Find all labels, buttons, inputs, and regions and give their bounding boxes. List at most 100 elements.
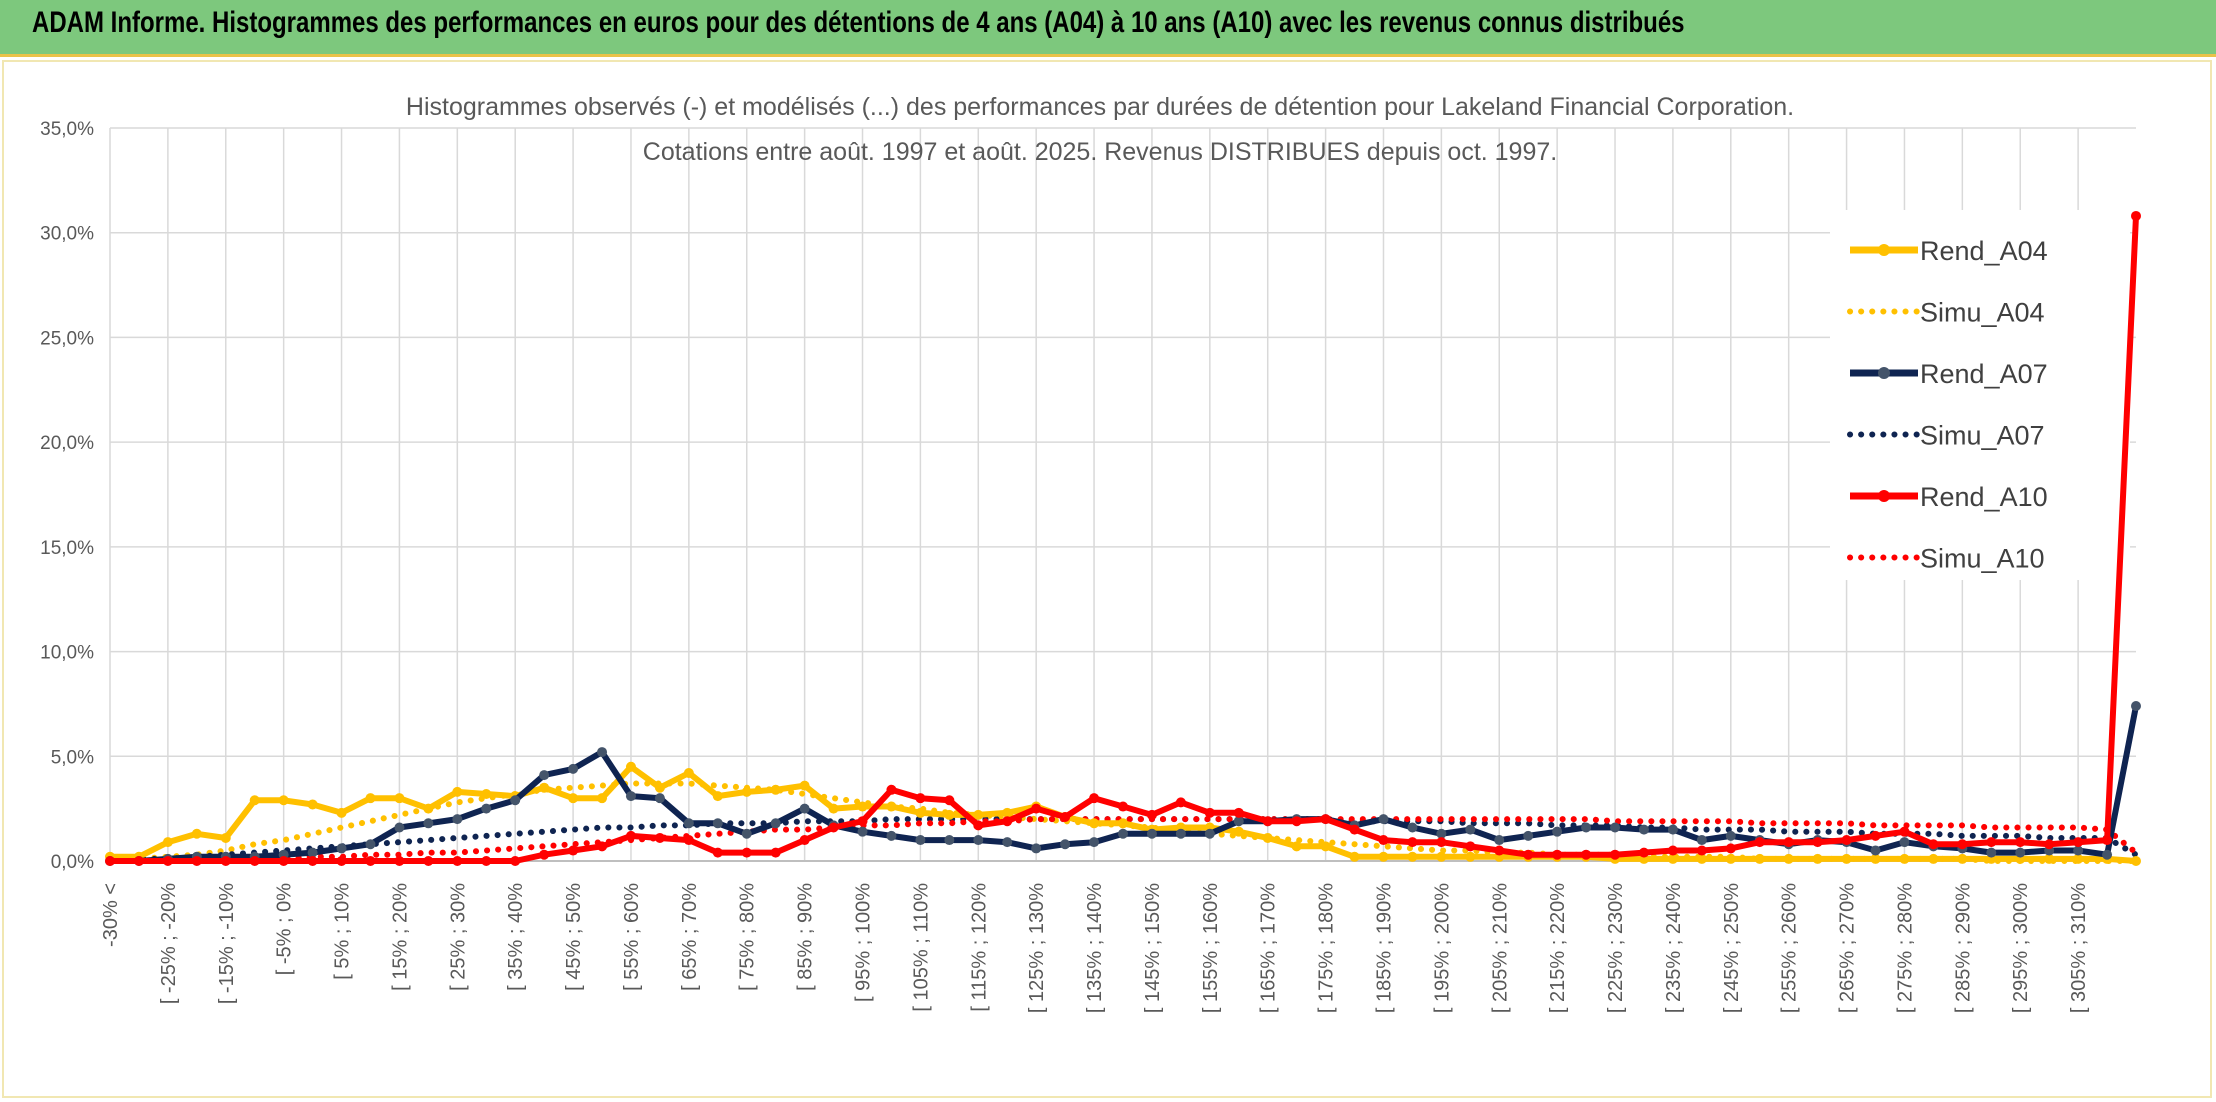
series-point-rend_a07 — [2015, 847, 2026, 858]
series-point-rend_a04 — [568, 793, 579, 804]
series-point-rend_a10 — [1928, 839, 1939, 850]
series-point-rend_a10 — [510, 856, 521, 866]
series-point-rend_a07 — [973, 835, 984, 846]
series-point-rend_a10 — [365, 856, 376, 866]
legend-label: Simu_A04 — [1920, 298, 2045, 328]
series-point-rend_a07 — [1089, 837, 1100, 848]
x-tick-label: [ 235% ; 240% — [1663, 883, 1685, 1013]
series-point-rend_a07 — [1638, 824, 1649, 835]
x-tick-label: [ 255% ; 260% — [1779, 883, 1801, 1013]
x-tick-label: [ 165% ; 170% — [1258, 883, 1280, 1013]
x-tick-label: [ 145% ; 150% — [1142, 883, 1164, 1013]
series-point-rend_a04 — [162, 837, 173, 848]
series-point-rend_a07 — [654, 793, 665, 804]
series-point-rend_a07 — [799, 803, 810, 814]
report-banner: ADAM Informe. Histogrammes des performan… — [0, 0, 2216, 57]
series-point-rend_a04 — [1262, 832, 1273, 843]
series-point-rend_a10 — [1667, 845, 1678, 856]
series-point-rend_a04 — [712, 791, 723, 802]
series-point-rend_a04 — [1783, 853, 1794, 864]
x-tick-label: [ -5% ; 0% — [274, 883, 296, 975]
series-point-rend_a07 — [944, 835, 955, 846]
series-point-rend_a10 — [1320, 814, 1331, 825]
series-point-rend_a07 — [568, 763, 579, 774]
series-point-rend_a04 — [365, 793, 376, 804]
series-point-rend_a04 — [683, 768, 694, 779]
series-point-rend_a10 — [1523, 849, 1534, 860]
series-point-rend_a07 — [597, 747, 608, 758]
y-tick-label: 35,0% — [40, 119, 94, 140]
series-point-rend_a04 — [220, 832, 231, 843]
series-point-rend_a04 — [1667, 853, 1678, 864]
series-point-rend_a04 — [278, 795, 289, 806]
legend-marker — [1878, 244, 1890, 256]
series-point-rend_a04 — [625, 761, 636, 772]
series-point-rend_a10 — [2102, 835, 2113, 846]
series-point-rend_a10 — [278, 856, 289, 866]
x-tick-label: [ 25% ; 30% — [447, 883, 469, 991]
legend-label: Simu_A10 — [1920, 544, 2045, 574]
series-point-rend_a10 — [1089, 793, 1100, 804]
series-point-rend_a07 — [1667, 824, 1678, 835]
series-point-rend_a07 — [365, 839, 376, 850]
series-point-rend_a04 — [539, 782, 550, 793]
series-point-rend_a10 — [481, 856, 492, 866]
series-point-rend_a07 — [2073, 845, 2084, 856]
series-point-rend_a10 — [944, 795, 955, 806]
y-tick-label: 20,0% — [40, 433, 94, 454]
series-point-rend_a07 — [452, 814, 463, 825]
series-point-rend_a10 — [741, 847, 752, 858]
series-point-rend_a04 — [915, 807, 926, 818]
series-point-rend_a10 — [915, 793, 926, 804]
x-tick-label: [ 175% ; 180% — [1316, 883, 1338, 1013]
series-point-rend_a10 — [191, 856, 202, 866]
series-point-rend_a10 — [828, 822, 839, 833]
x-tick-label: [ 45% ; 50% — [563, 883, 585, 991]
legend-marker — [1878, 490, 1890, 502]
series-point-rend_a04 — [2073, 853, 2084, 864]
series-point-rend_a07 — [1407, 822, 1418, 833]
series-point-rend_a10 — [973, 820, 984, 831]
x-tick-label: [ 245% ; 250% — [1721, 883, 1743, 1013]
series-point-rend_a04 — [597, 793, 608, 804]
series-point-rend_a04 — [1465, 851, 1476, 862]
series-point-rend_a04 — [191, 828, 202, 839]
report-title: ADAM Informe. Histogrammes des performan… — [32, 6, 1685, 39]
x-tick-label: [ 185% ; 190% — [1373, 883, 1395, 1013]
series-point-rend_a10 — [1436, 837, 1447, 848]
series-point-rend_a10 — [1349, 824, 1360, 835]
series-point-rend_a10 — [2015, 837, 2026, 848]
series-point-rend_a07 — [915, 835, 926, 846]
y-tick-label: 15,0% — [40, 538, 94, 559]
series-point-rend_a07 — [770, 818, 781, 829]
series-point-rend_a10 — [539, 849, 550, 860]
legend-background — [1830, 210, 2130, 580]
x-tick-label: [ 205% ; 210% — [1489, 883, 1511, 1013]
x-tick-label: [ 125% ; 130% — [1026, 883, 1048, 1013]
series-point-rend_a10 — [249, 856, 260, 866]
x-tick-label: [ 265% ; 270% — [1837, 883, 1859, 1013]
series-point-rend_a07 — [423, 818, 434, 829]
series-point-rend_a10 — [1494, 845, 1505, 856]
x-tick-label: [ 95% ; 100% — [853, 883, 875, 1002]
legend-marker — [1878, 367, 1890, 379]
x-tick-label: [ 275% ; 280% — [1894, 883, 1916, 1013]
series-point-rend_a07 — [539, 770, 550, 781]
x-tick-label: [ 105% ; 110% — [910, 883, 932, 1012]
series-point-rend_a04 — [886, 801, 897, 812]
series-point-rend_a10 — [568, 845, 579, 856]
series-point-rend_a07 — [1494, 835, 1505, 846]
x-tick-label: [ 215% ; 220% — [1547, 883, 1569, 1013]
x-tick-label: [ 5% ; 10% — [332, 883, 354, 980]
series-point-rend_a10 — [1060, 812, 1071, 823]
series-point-rend_a04 — [944, 809, 955, 820]
series-point-rend_a07 — [1378, 814, 1389, 825]
series-line-rend_a04 — [110, 763, 2137, 864]
series-point-rend_a10 — [625, 830, 636, 841]
x-tick-label: [ 295% ; 300% — [2010, 883, 2032, 1013]
legend-label: Simu_A07 — [1920, 421, 2045, 451]
x-tick-label: [ 15% ; 20% — [389, 883, 411, 991]
series-point-rend_a07 — [1233, 816, 1244, 827]
x-tick-label: [ 195% ; 200% — [1431, 883, 1453, 1013]
